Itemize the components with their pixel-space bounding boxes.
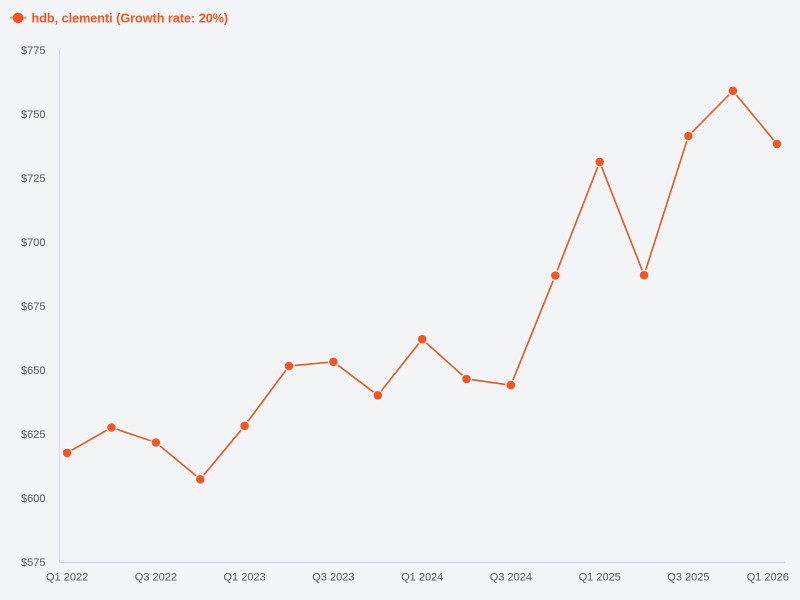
svg-text:Q1 2026: Q1 2026 xyxy=(747,571,789,583)
svg-text:$700: $700 xyxy=(21,237,45,249)
svg-text:Q3 2025: Q3 2025 xyxy=(667,571,709,583)
svg-text:$600: $600 xyxy=(21,493,45,505)
svg-text:$750: $750 xyxy=(21,109,45,121)
svg-text:Q1 2024: Q1 2024 xyxy=(401,571,443,583)
svg-text:$775: $775 xyxy=(21,45,45,57)
svg-text:Q3 2023: Q3 2023 xyxy=(312,571,354,583)
svg-text:$725: $725 xyxy=(21,173,45,185)
svg-text:$625: $625 xyxy=(21,429,45,441)
svg-text:Q3 2024: Q3 2024 xyxy=(490,571,532,583)
svg-text:Q1 2022: Q1 2022 xyxy=(46,571,88,583)
svg-text:Q1 2025: Q1 2025 xyxy=(579,571,621,583)
svg-text:$675: $675 xyxy=(21,301,45,313)
svg-text:hdb, clementi (Growth rate: 20: hdb, clementi (Growth rate: 20%) xyxy=(32,11,229,25)
svg-text:Q3 2022: Q3 2022 xyxy=(135,571,177,583)
svg-text:$575: $575 xyxy=(21,557,45,569)
svg-text:$650: $650 xyxy=(21,365,45,377)
svg-text:Q1 2023: Q1 2023 xyxy=(223,571,265,583)
